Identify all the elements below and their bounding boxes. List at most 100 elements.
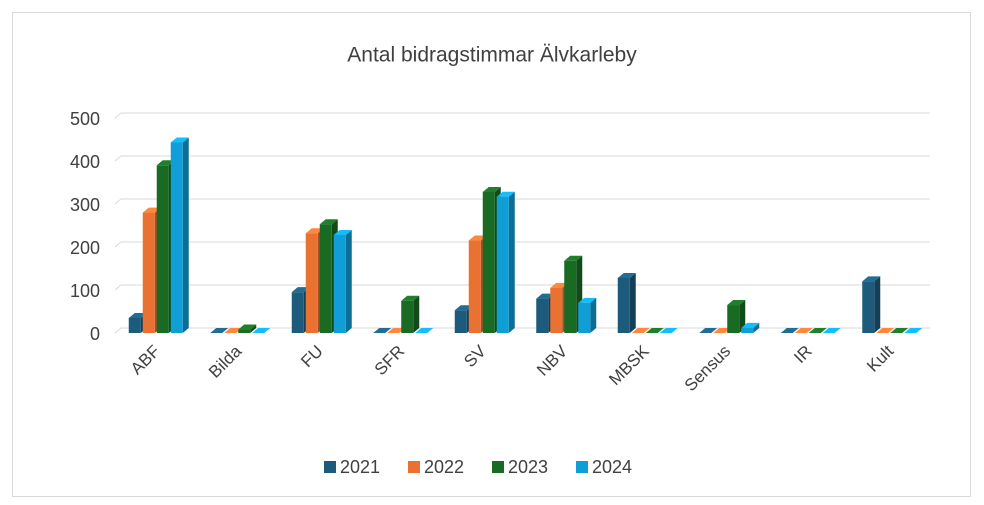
bar <box>713 328 732 333</box>
bar-top <box>862 276 881 282</box>
bar-front <box>170 142 183 333</box>
bar-front <box>333 234 346 333</box>
y-tick-label: 0 <box>90 324 100 344</box>
bar-front <box>741 327 754 333</box>
bar-front <box>468 240 481 333</box>
bar-top <box>170 137 189 143</box>
bar <box>496 191 515 333</box>
bar-top <box>564 255 583 261</box>
bar-top <box>319 219 338 225</box>
grid-line <box>114 241 930 248</box>
bar <box>794 328 813 333</box>
bar-top <box>156 160 175 166</box>
bar <box>780 328 799 333</box>
legend-swatch <box>324 461 336 473</box>
bar-top <box>468 235 487 241</box>
bar-top <box>142 207 161 213</box>
bar <box>904 328 923 333</box>
bar <box>699 328 718 333</box>
bar-top <box>252 328 271 333</box>
bar-top <box>333 229 352 235</box>
bar-side <box>413 295 420 333</box>
bar-top <box>780 328 799 333</box>
legend-swatch <box>408 461 420 473</box>
bar-front <box>156 165 169 333</box>
bar <box>333 229 352 333</box>
bar-top <box>876 328 895 333</box>
bar-side <box>590 297 597 333</box>
bar-top <box>617 272 636 278</box>
bar <box>876 328 895 333</box>
bar-front <box>578 302 591 333</box>
bar-top <box>741 322 760 328</box>
bar <box>170 137 189 333</box>
y-tick-label: 400 <box>70 152 100 172</box>
bar <box>415 328 434 333</box>
bar-front <box>862 281 875 333</box>
bar-top <box>387 328 406 333</box>
bar-top <box>128 312 147 318</box>
bar-front <box>454 310 467 333</box>
bar-top <box>822 328 841 333</box>
bar-top <box>699 328 718 333</box>
bar-side <box>739 300 746 333</box>
bar-side <box>182 137 189 333</box>
y-tick-label: 500 <box>70 109 100 129</box>
bar <box>862 276 881 333</box>
bar-front <box>564 260 577 333</box>
bar-front <box>617 277 630 333</box>
bar-top <box>550 282 569 288</box>
bar-top <box>578 297 597 303</box>
bar <box>631 328 650 333</box>
bar <box>224 328 243 333</box>
bar-side <box>508 191 515 333</box>
bar-top <box>496 191 515 197</box>
bar <box>210 328 229 333</box>
chart-title: Antal bidragstimmar Älvkarleby <box>347 44 637 67</box>
bar <box>741 322 760 333</box>
legend-label: 2021 <box>340 457 380 477</box>
bar-top <box>415 328 434 333</box>
bar-top <box>224 328 243 333</box>
legend-label: 2022 <box>424 457 464 477</box>
bar-top <box>401 295 420 301</box>
bar-side <box>629 272 636 333</box>
bar-top <box>659 328 678 333</box>
bar-top <box>305 228 324 234</box>
grid-line <box>114 198 930 205</box>
bar-top <box>890 328 909 333</box>
bar-front <box>401 300 414 333</box>
bar <box>252 328 271 333</box>
bar-front <box>536 298 549 333</box>
bar-front <box>305 233 318 333</box>
bar <box>238 324 257 333</box>
grid-line <box>114 155 930 162</box>
bar-top <box>713 328 732 333</box>
bar <box>808 328 827 333</box>
y-tick-label: 200 <box>70 238 100 258</box>
bar <box>401 295 420 333</box>
bar-top <box>210 328 229 333</box>
bar-top <box>794 328 813 333</box>
bar-front <box>319 224 332 333</box>
bar-top <box>238 324 257 330</box>
bar <box>822 328 841 333</box>
legend-label: 2023 <box>508 457 548 477</box>
bar-side <box>250 324 257 333</box>
bar <box>727 300 746 333</box>
legend-swatch <box>576 461 588 473</box>
bar <box>645 328 664 333</box>
bar-top <box>727 300 746 306</box>
bar <box>617 272 636 333</box>
bar-top <box>291 287 310 293</box>
bar <box>890 328 909 333</box>
bar-front <box>482 191 495 333</box>
y-tick-label: 300 <box>70 195 100 215</box>
bar-side <box>874 276 881 333</box>
bar-top <box>904 328 923 333</box>
bar-front <box>291 292 304 333</box>
bar-top <box>645 328 664 333</box>
bar-top <box>482 186 501 192</box>
bar-top <box>631 328 650 333</box>
